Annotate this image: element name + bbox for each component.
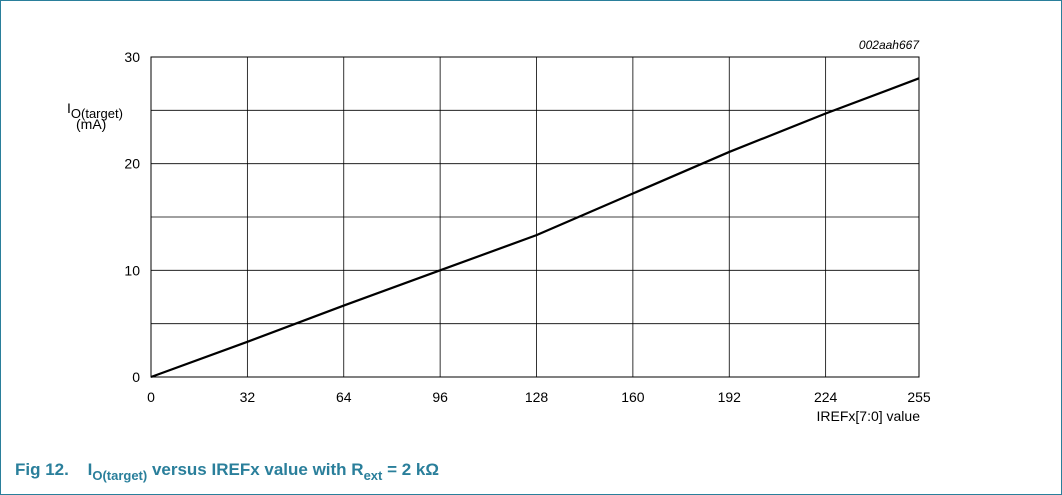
x-tick-label: 192 xyxy=(718,389,742,405)
y-tick-label: 10 xyxy=(124,262,140,278)
y-tick-label: 0 xyxy=(132,369,140,385)
chart: 0 32 64 96 128 160 192 224 255 0 10 20 30 xyxy=(124,49,930,405)
y-tick-label: 30 xyxy=(124,49,140,65)
figure-caption: Fig 12. IO(target) versus IREFx value wi… xyxy=(15,460,439,483)
caption-subscript: ext xyxy=(364,468,383,483)
caption-subscript: O(target) xyxy=(92,468,147,483)
x-tick-label: 255 xyxy=(907,389,931,405)
caption-text-part: = 2 kΩ xyxy=(382,460,439,479)
series-line xyxy=(150,77,920,379)
x-tick-label: 32 xyxy=(240,389,256,405)
caption-text-part: I xyxy=(88,460,93,479)
y-axis-label-unit: (mA) xyxy=(76,116,106,132)
y-axis-label: IO(target) xyxy=(67,100,123,121)
y-axis-label-sub: O(target) xyxy=(71,106,123,121)
caption-text-part: versus IREFx value with R xyxy=(147,460,363,479)
x-axis-label: IREFx[7:0] value xyxy=(817,408,921,424)
x-tick-label: 160 xyxy=(621,389,645,405)
caption-text: IO(target) versus IREFx value with Rext … xyxy=(88,460,439,483)
y-axis-label-main: I xyxy=(67,100,71,116)
y-tick-label: 20 xyxy=(124,156,140,172)
x-tick-label: 128 xyxy=(525,389,549,405)
figure-code: 002aah667 xyxy=(859,38,920,52)
x-tick-label: 64 xyxy=(336,389,352,405)
x-tick-label: 96 xyxy=(432,389,448,405)
x-tick-label: 0 xyxy=(147,389,155,405)
x-tick-label: 224 xyxy=(814,389,838,405)
caption-number: Fig 12. xyxy=(15,460,69,479)
